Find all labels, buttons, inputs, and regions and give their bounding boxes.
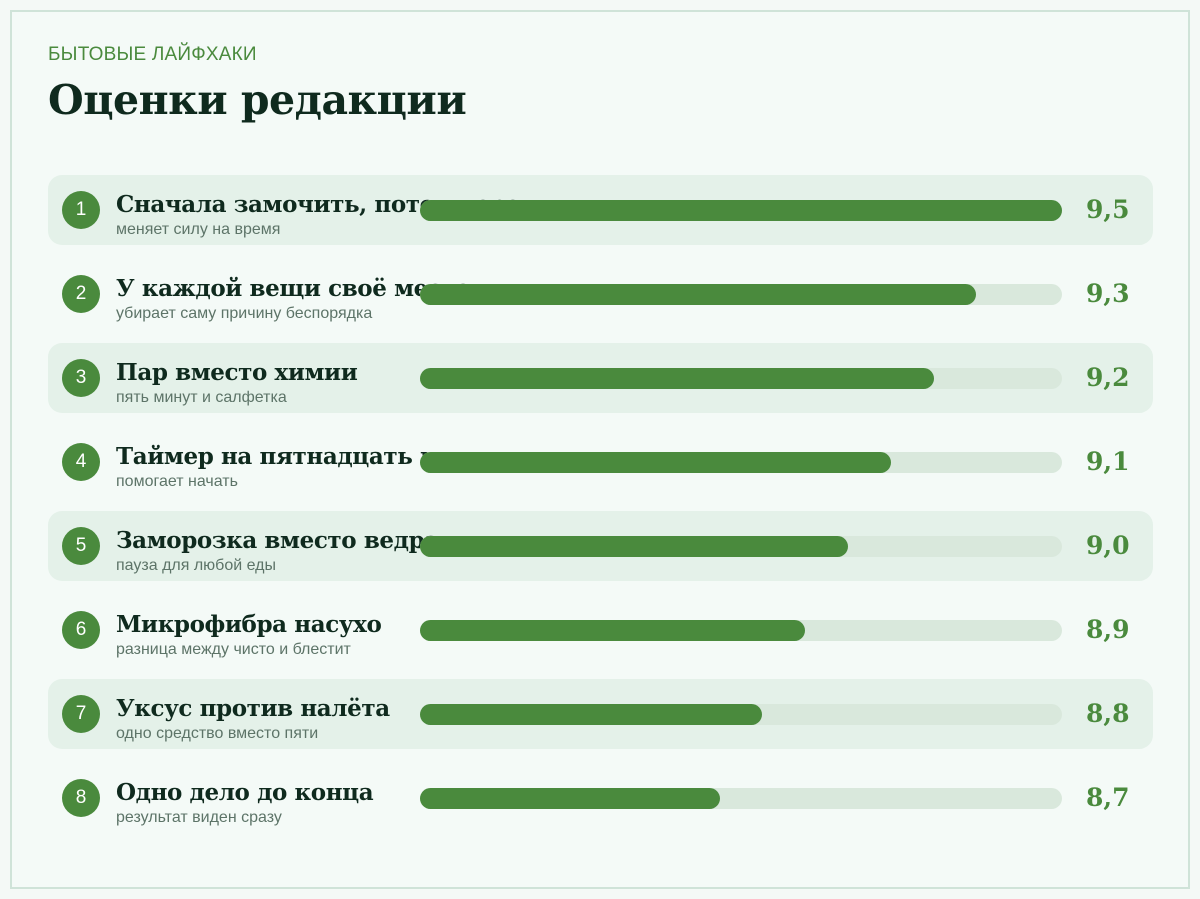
item-name: У каждой вещи своё место: [116, 275, 471, 302]
item-subtitle: помогает начать: [116, 473, 238, 490]
bar: [420, 788, 720, 809]
data-label: 9,5: [1086, 195, 1130, 224]
item-subtitle: убирает саму причину беспорядка: [116, 305, 373, 322]
rank-badge: 1: [62, 191, 100, 229]
bar-track: [420, 536, 1062, 557]
rank-badge: 7: [62, 695, 100, 733]
rank-badge: 8: [62, 779, 100, 817]
rank-badge: 4: [62, 443, 100, 481]
item-name: Микрофибра насухо: [116, 611, 382, 638]
bar-track: [420, 620, 1062, 641]
data-label: 8,7: [1086, 783, 1130, 812]
bar-track: [420, 704, 1062, 725]
bar: [420, 284, 976, 305]
rating-row: 5 Заморозка вместо ведра пауза для любой е…: [48, 511, 1153, 581]
item-subtitle: результат виден сразу: [116, 809, 282, 826]
rank-badge: 2: [62, 275, 100, 313]
bar: [420, 620, 805, 641]
bar: [420, 200, 1062, 221]
bar: [420, 452, 891, 473]
rank-badge: 6: [62, 611, 100, 649]
bar: [420, 536, 848, 557]
rating-row: 4 Таймер на пятнадцать минут помогает нача…: [48, 427, 1153, 497]
item-subtitle: меняет силу на время: [116, 221, 281, 238]
item-name: Пар вместо химии: [116, 359, 358, 386]
item-name: Одно дело до конца: [116, 779, 374, 806]
rating-row: 3 Пар вместо химии пять минут и салфетка 9,…: [48, 343, 1153, 413]
bar-track: [420, 200, 1062, 221]
rating-row: 7 Уксус против налёта одно средство вместо…: [48, 679, 1153, 749]
page-title: Оценки редакции: [48, 76, 467, 124]
bar: [420, 704, 762, 725]
item-subtitle: пауза для любой еды: [116, 557, 277, 574]
data-label: 9,3: [1086, 279, 1130, 308]
rating-row: 1 Сначала замочить, потом тереть меняет си…: [48, 175, 1153, 245]
bar: [420, 368, 934, 389]
data-label: 9,0: [1086, 531, 1130, 560]
item-name: Уксус против налёта: [116, 695, 390, 722]
section-kicker: БЫТОВЫЕ ЛАЙФХАКИ: [48, 44, 257, 65]
rating-row: 2 У каждой вещи своё место убирает саму пр…: [48, 259, 1153, 329]
rank-badge: 5: [62, 527, 100, 565]
bar-track: [420, 284, 1062, 305]
item-name: Заморозка вместо ведра: [116, 527, 439, 554]
bar-track: [420, 452, 1062, 473]
item-subtitle: разница между чисто и блестит: [116, 641, 351, 658]
rating-row: 8 Одно дело до конца результат виден сразу…: [48, 763, 1153, 833]
rank-badge: 3: [62, 359, 100, 397]
data-label: 8,8: [1086, 699, 1130, 728]
data-label: 9,2: [1086, 363, 1130, 392]
rating-row: 6 Микрофибра насухо разница между чисто и …: [48, 595, 1153, 665]
data-label: 8,9: [1086, 615, 1130, 644]
bar-track: [420, 368, 1062, 389]
data-label: 9,1: [1086, 447, 1130, 476]
item-subtitle: одно средство вместо пяти: [116, 725, 319, 742]
bar-track: [420, 788, 1062, 809]
item-subtitle: пять минут и салфетка: [116, 389, 287, 406]
